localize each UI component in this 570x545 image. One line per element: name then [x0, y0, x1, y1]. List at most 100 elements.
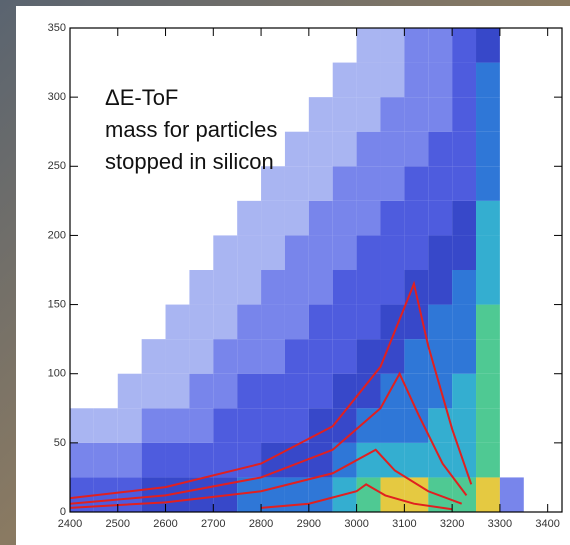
heat-cell	[261, 200, 285, 236]
heat-cell	[380, 373, 405, 409]
heat-cell	[308, 373, 333, 409]
heat-cell	[452, 62, 477, 98]
x-tick-label: 3000	[344, 518, 368, 530]
heat-cell	[261, 166, 285, 201]
heat-cell	[356, 28, 381, 63]
heat-cell	[476, 304, 500, 340]
heat-cell	[476, 373, 500, 409]
heat-cell	[189, 304, 214, 340]
y-tick-label: 250	[48, 160, 66, 172]
heat-cell	[117, 442, 142, 478]
heat-cell	[476, 131, 500, 167]
heat-cell	[404, 304, 429, 340]
heat-cell	[428, 166, 453, 201]
heat-cell	[332, 373, 357, 409]
heat-cell	[165, 339, 190, 374]
heat-cell	[284, 166, 309, 201]
heat-cell	[380, 131, 405, 167]
heat-cell	[452, 131, 477, 167]
heat-cell	[428, 97, 453, 132]
heat-cell	[284, 442, 309, 478]
y-tick-label: 0	[60, 506, 66, 518]
heat-cell	[476, 408, 500, 443]
heat-cell	[452, 235, 477, 270]
heat-cell	[476, 442, 500, 478]
heat-cell	[332, 442, 357, 478]
heat-cell	[213, 408, 238, 443]
heat-cell	[261, 339, 285, 374]
heat-cell	[380, 408, 405, 443]
heat-cell	[189, 477, 214, 512]
heat-cell	[237, 442, 262, 478]
heat-cell	[308, 235, 333, 270]
heat-cell	[404, 131, 429, 167]
fit-curve	[69, 280, 473, 500]
heat-cell	[141, 339, 166, 374]
heat-cell	[452, 28, 477, 63]
heat-cell	[308, 339, 333, 374]
heat-cell	[332, 304, 357, 340]
heat-cell	[261, 442, 285, 478]
heat-cell	[237, 373, 262, 409]
heat-cell	[380, 62, 405, 98]
heat-cell	[261, 304, 285, 340]
heat-cell	[404, 408, 429, 443]
heat-cell	[452, 270, 477, 305]
heat-cell	[189, 270, 214, 305]
heat-cell	[213, 235, 238, 270]
heat-cell	[356, 408, 381, 443]
heat-cell	[428, 270, 453, 305]
heat-cell	[380, 304, 405, 340]
x-tick-label: 2900	[297, 518, 321, 530]
heat-cell	[284, 270, 309, 305]
heat-cell	[476, 62, 500, 98]
heat-cell	[380, 200, 405, 236]
heat-cell	[452, 339, 477, 374]
heat-cell	[93, 408, 118, 443]
fit-curve	[69, 448, 463, 509]
heat-cell	[356, 166, 381, 201]
heat-cell	[380, 270, 405, 305]
heat-cell	[189, 339, 214, 374]
x-tick-label: 3400	[535, 518, 559, 530]
heat-cell	[404, 373, 429, 409]
heat-cell	[284, 200, 309, 236]
x-tick-label: 2600	[153, 518, 177, 530]
heat-cell	[356, 373, 381, 409]
heat-cell	[237, 339, 262, 374]
heat-cell	[380, 477, 405, 512]
heat-cell	[141, 408, 166, 443]
heat-cell	[332, 235, 357, 270]
heat-cell	[428, 235, 453, 270]
heat-cell	[404, 97, 429, 132]
y-tick-label: 300	[48, 91, 66, 103]
x-tick-label: 2700	[201, 518, 225, 530]
heat-cell	[284, 408, 309, 443]
heat-cell	[452, 200, 477, 236]
heat-cell	[237, 408, 262, 443]
annotation: mass for particles	[105, 117, 277, 142]
heat-cell	[308, 304, 333, 340]
heat-cell	[284, 131, 309, 167]
heat-cell	[452, 97, 477, 132]
heat-cell	[284, 235, 309, 270]
heat-cell	[356, 442, 381, 478]
heat-cell	[404, 270, 429, 305]
heat-cell	[356, 339, 381, 374]
heat-cell	[499, 477, 524, 512]
plot-frame	[69, 27, 563, 513]
heat-cell	[476, 97, 500, 132]
heat-cell	[332, 408, 357, 443]
heat-cell	[261, 373, 285, 409]
heat-cell	[404, 166, 429, 201]
heat-cell	[332, 270, 357, 305]
heat-cell	[476, 270, 500, 305]
heat-cell	[356, 270, 381, 305]
heat-cell	[428, 408, 453, 443]
heat-cell	[404, 235, 429, 270]
heat-cell	[165, 442, 190, 478]
heat-cell	[213, 339, 238, 374]
heat-cell	[404, 28, 429, 63]
heat-cell	[380, 97, 405, 132]
heat-cell	[476, 339, 500, 374]
